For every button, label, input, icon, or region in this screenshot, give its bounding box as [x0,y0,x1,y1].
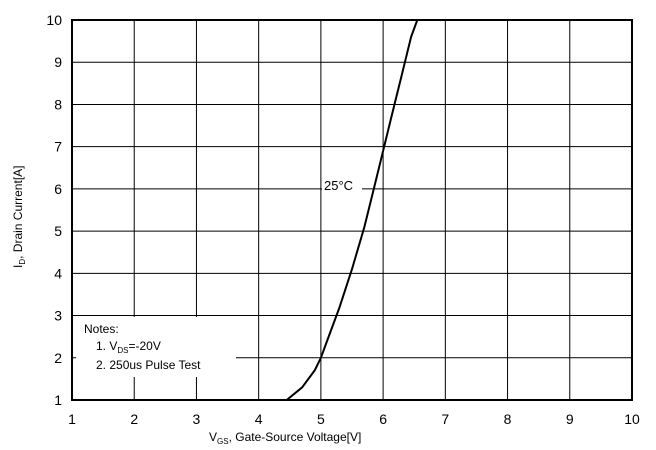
x-tick-labels: 1 2 3 4 5 6 7 8 9 10 [68,411,640,427]
x-tick-label: 1 [68,411,76,427]
y-axis-label: ID, Drain Current[A] [11,166,27,269]
x-axis-label: VGS, Gate-Source Voltage[V] [209,430,361,446]
x-tick-label: 8 [504,411,512,427]
y-tick-label: 4 [54,265,62,281]
y-tick-label: 9 [54,54,62,70]
y-tick-label: 3 [54,308,62,324]
y-tick-label: 10 [46,12,62,28]
x-tick-label: 9 [566,411,574,427]
x-tick-label: 10 [624,411,640,427]
curve-group [286,19,419,401]
x-tick-label: 7 [441,411,449,427]
y-tick-label: 5 [54,223,62,239]
y-tick-label: 8 [54,96,62,112]
plot-frame [71,19,633,401]
x-tick-label: 4 [255,411,263,427]
y-tick-label: 1 [54,392,62,408]
note-1: 1. VDS=-20V [96,339,161,355]
y-tick-label: 2 [54,350,62,366]
y-tick-labels: 1 2 3 4 5 6 7 8 9 10 [46,12,62,408]
notes-bg [76,317,236,377]
x-tick-label: 3 [193,411,201,427]
series-line-25c [286,19,419,401]
x-tick-label: 5 [317,411,325,427]
curve-label-bg [322,175,362,195]
curve-label: 25°C [324,178,353,193]
y-tick-label: 6 [54,181,62,197]
x-tick-label: 6 [379,411,387,427]
y-tick-label: 7 [54,139,62,155]
note-2: 2. 250us Pulse Test [96,358,201,372]
x-tick-label: 2 [130,411,138,427]
notes-title: Notes: [84,322,119,336]
